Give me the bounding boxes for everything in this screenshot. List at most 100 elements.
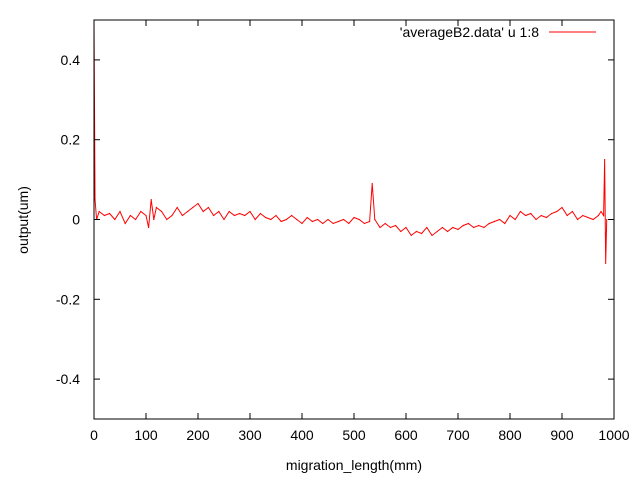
y-tick-label: 0.4 (61, 52, 81, 68)
data-point (545, 216, 548, 219)
data-point (587, 216, 589, 219)
data-point (148, 226, 150, 229)
y-tick-label: -0.2 (56, 291, 80, 307)
x-tick-label: 300 (238, 427, 262, 443)
data-point (358, 218, 360, 221)
data-point (519, 210, 522, 213)
data-point (483, 226, 485, 229)
data-point (296, 218, 298, 221)
data-point (405, 226, 407, 229)
data-point (353, 216, 355, 219)
data-point (514, 218, 516, 221)
data-point (597, 214, 600, 217)
data-point (603, 214, 605, 217)
data-point (301, 222, 303, 225)
data-point (109, 212, 111, 215)
data-point (311, 220, 313, 223)
data-point (363, 222, 365, 225)
y-tick-label: 0.2 (61, 132, 81, 148)
data-point (140, 210, 142, 213)
y-tick-label: 0 (72, 212, 80, 228)
data-point (348, 222, 350, 225)
data-point (556, 210, 558, 213)
data-point (317, 218, 319, 221)
data-point (410, 234, 412, 237)
data-point (525, 214, 527, 217)
data-point (493, 220, 495, 223)
data-point (150, 198, 152, 201)
x-tick-label: 500 (342, 427, 366, 443)
data-point (509, 214, 511, 217)
data-point (379, 226, 381, 229)
data-point (436, 230, 438, 233)
data-point (441, 226, 443, 229)
data-point (280, 220, 282, 223)
data-point (161, 210, 163, 213)
data-point (457, 228, 459, 231)
data-point (119, 210, 121, 213)
data-point (467, 222, 469, 225)
data-point (566, 214, 568, 217)
data-point (395, 224, 397, 227)
data-point (218, 210, 220, 213)
x-tick-label: 1000 (598, 427, 629, 443)
data-point (473, 226, 475, 229)
x-tick-label: 600 (394, 427, 418, 443)
data-point (421, 232, 423, 235)
data-point (197, 202, 199, 205)
data-point (202, 210, 204, 213)
legend: 'averageB2.data' u 1:8 (400, 24, 596, 40)
data-point (166, 218, 168, 221)
data-point (592, 218, 594, 221)
data-point (291, 214, 293, 217)
legend-label: 'averageB2.data' u 1:8 (400, 24, 539, 40)
data-point (114, 218, 116, 221)
data-point (259, 212, 261, 215)
data-point (606, 218, 608, 221)
data-point (129, 214, 131, 217)
data-point (249, 210, 251, 213)
data-point (239, 212, 241, 215)
x-tick-label: 200 (186, 427, 210, 443)
data-point (153, 218, 155, 221)
data-point (478, 224, 480, 227)
data-point (337, 220, 339, 223)
x-tick-label: 0 (90, 427, 98, 443)
data-point (504, 222, 506, 225)
data-point (98, 210, 100, 213)
x-tick-label: 100 (134, 427, 158, 443)
x-tick-label: 700 (446, 427, 470, 443)
data-point (265, 216, 267, 219)
data-point (275, 214, 277, 217)
data-point (306, 216, 308, 219)
data-point (322, 222, 324, 225)
data-point (488, 222, 490, 225)
data-point (605, 262, 607, 264)
data-point (389, 226, 391, 229)
data-point (244, 214, 246, 217)
data-point (213, 214, 215, 217)
data-point (431, 234, 433, 237)
data-point (462, 224, 464, 227)
data-point (254, 218, 256, 221)
data-point (94, 198, 96, 201)
data-point (369, 220, 371, 223)
data-point (371, 182, 373, 185)
data-point (233, 214, 235, 217)
data-point (535, 218, 537, 221)
y-tick-label: -0.4 (56, 371, 80, 387)
x-tick-label: 900 (550, 427, 574, 443)
data-point (187, 210, 189, 213)
data-point (577, 218, 579, 221)
data-point (499, 218, 501, 221)
x-tick-label: 800 (498, 427, 522, 443)
data-point (384, 222, 386, 225)
data-point (135, 218, 137, 221)
data-point (192, 206, 194, 209)
data-point (561, 206, 563, 209)
data-point (604, 159, 606, 161)
data-point (571, 210, 574, 213)
data-point (228, 210, 230, 213)
data-point (415, 230, 417, 233)
